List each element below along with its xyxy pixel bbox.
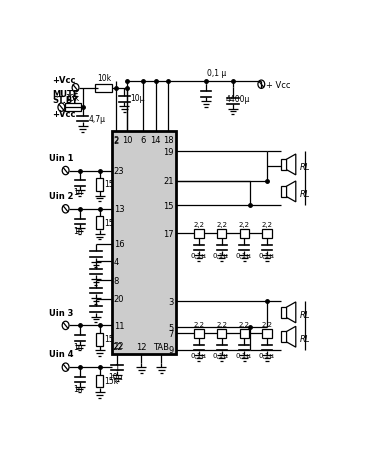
Text: 0,1μ: 0,1μ [236, 252, 251, 258]
Text: 5: 5 [169, 323, 174, 332]
Text: 9: 9 [169, 345, 174, 354]
Bar [65, 104, 81, 112]
Text: 1n: 1n [74, 384, 83, 393]
Text: TAB: TAB [153, 342, 169, 351]
Text: 8: 8 [114, 276, 119, 285]
Text: Uin 4: Uin 4 [49, 350, 73, 359]
Bar [262, 229, 272, 238]
Text: 15: 15 [164, 202, 174, 210]
Text: 2,2: 2,2 [239, 322, 250, 327]
Text: 1: 1 [114, 363, 119, 372]
Bar [112, 131, 176, 354]
Text: 1n: 1n [74, 188, 83, 197]
Text: 22: 22 [112, 342, 123, 351]
Text: 15k: 15k [104, 180, 118, 189]
Text: 22: 22 [114, 341, 124, 350]
Text: Uin 1: Uin 1 [49, 153, 73, 162]
Text: 0,1μ: 0,1μ [258, 352, 274, 358]
Bar [96, 217, 103, 230]
Bar [96, 375, 103, 387]
Bar [96, 179, 103, 191]
Text: 2,2: 2,2 [216, 221, 227, 227]
Text: 17: 17 [163, 229, 174, 238]
Text: 2: 2 [113, 135, 119, 144]
Bar [217, 329, 226, 338]
Bar [281, 160, 287, 170]
Text: 10μ: 10μ [109, 373, 123, 382]
Text: RL: RL [300, 162, 310, 171]
Bar [281, 308, 287, 318]
Text: 16: 16 [114, 239, 124, 249]
Bar [240, 329, 249, 338]
Text: Uin 2: Uin 2 [49, 192, 73, 201]
Bar [262, 329, 272, 338]
Text: 20: 20 [114, 295, 124, 304]
Text: 0,1μ: 0,1μ [236, 352, 251, 358]
Polygon shape [287, 327, 296, 347]
Text: 0,1μ: 0,1μ [190, 352, 206, 358]
Text: 2,2: 2,2 [261, 322, 273, 327]
Text: 4: 4 [114, 257, 119, 266]
Text: 2,2: 2,2 [261, 221, 273, 227]
Text: +Vcc: +Vcc [52, 110, 75, 119]
Text: 15k: 15k [104, 334, 118, 343]
Text: 0,1μ: 0,1μ [213, 252, 229, 258]
Text: Uin 3: Uin 3 [49, 308, 73, 317]
Text: 23: 23 [114, 167, 124, 175]
Bar [96, 85, 112, 92]
Bar [240, 229, 249, 238]
Text: 15k: 15k [104, 376, 118, 385]
Text: 0,1 μ: 0,1 μ [208, 69, 227, 78]
Bar [217, 229, 226, 238]
Text: 10μ: 10μ [131, 94, 145, 103]
Text: 0,1μ: 0,1μ [258, 252, 274, 258]
Text: + Vcc: + Vcc [266, 81, 290, 89]
Text: 10k: 10k [66, 94, 80, 103]
Text: 4,7μ: 4,7μ [89, 115, 106, 124]
Text: RL: RL [300, 334, 310, 343]
Text: ST.BY: ST.BY [52, 96, 78, 105]
Text: RL: RL [300, 310, 310, 319]
Text: 2,2: 2,2 [239, 221, 250, 227]
Bar [281, 332, 287, 342]
Bar [281, 187, 287, 197]
Text: 19: 19 [164, 147, 174, 156]
Text: 12: 12 [136, 342, 147, 351]
Bar [194, 329, 203, 338]
Text: +Vcc: +Vcc [52, 76, 75, 85]
Text: 0,1μ: 0,1μ [190, 252, 206, 258]
Text: 11: 11 [114, 321, 124, 330]
Text: 1n: 1n [74, 226, 83, 235]
Text: 15k: 15k [104, 218, 118, 227]
Text: 0,1μ: 0,1μ [213, 352, 229, 358]
Text: 1n: 1n [74, 342, 83, 351]
Text: 2,2: 2,2 [193, 322, 205, 327]
Text: 18: 18 [163, 135, 173, 144]
Bar [194, 229, 203, 238]
Polygon shape [287, 302, 296, 323]
Text: 2: 2 [114, 137, 119, 146]
Bar [96, 333, 103, 346]
Polygon shape [287, 182, 296, 202]
Text: 21: 21 [164, 177, 174, 186]
Text: 2,2: 2,2 [193, 221, 205, 227]
Text: 2,2: 2,2 [216, 322, 227, 327]
Text: MUTE: MUTE [52, 90, 78, 99]
Text: 7: 7 [169, 329, 174, 338]
Text: 10k: 10k [97, 74, 111, 83]
Text: RL: RL [300, 189, 310, 198]
Text: 13: 13 [114, 205, 124, 214]
Text: 6: 6 [140, 135, 145, 144]
Text: 14: 14 [150, 135, 161, 144]
Text: 4400μ: 4400μ [226, 94, 250, 103]
Text: 3: 3 [169, 297, 174, 306]
Text: 10: 10 [122, 135, 132, 144]
Polygon shape [287, 155, 296, 175]
